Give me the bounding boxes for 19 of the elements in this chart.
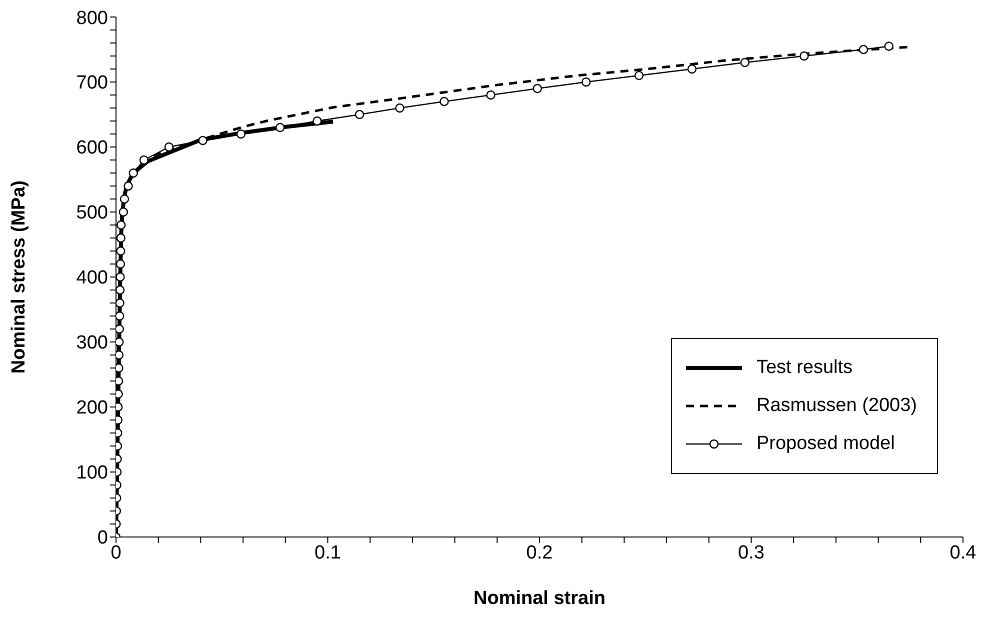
x-axis-title: Nominal strain <box>474 588 606 609</box>
y-axis-title: Nominal stress (MPa) <box>8 180 30 374</box>
legend-label: Rasmussen (2003) <box>756 395 917 417</box>
y-tick-label: 200 <box>76 398 108 419</box>
y-tick-label: 100 <box>76 462 108 484</box>
y-tick-label: 700 <box>76 72 108 94</box>
y-tick-label: 500 <box>76 202 108 224</box>
x-tick-label: 0.4 <box>950 542 977 564</box>
x-tick-label: 0.3 <box>738 542 764 564</box>
x-tick-label: 0.2 <box>526 542 553 564</box>
y-tick-label: 400 <box>76 268 108 289</box>
x-tick-label: 0 <box>110 542 122 564</box>
y-tick-label: 300 <box>76 332 108 354</box>
legend-label: Test results <box>756 357 853 379</box>
x-tick-label: 0.1 <box>314 542 341 564</box>
legend-label: Proposed model <box>756 433 895 455</box>
y-tick-label: 0 <box>97 528 108 549</box>
y-tick-label: 800 <box>76 8 108 29</box>
y-tick-label: 600 <box>76 138 108 159</box>
